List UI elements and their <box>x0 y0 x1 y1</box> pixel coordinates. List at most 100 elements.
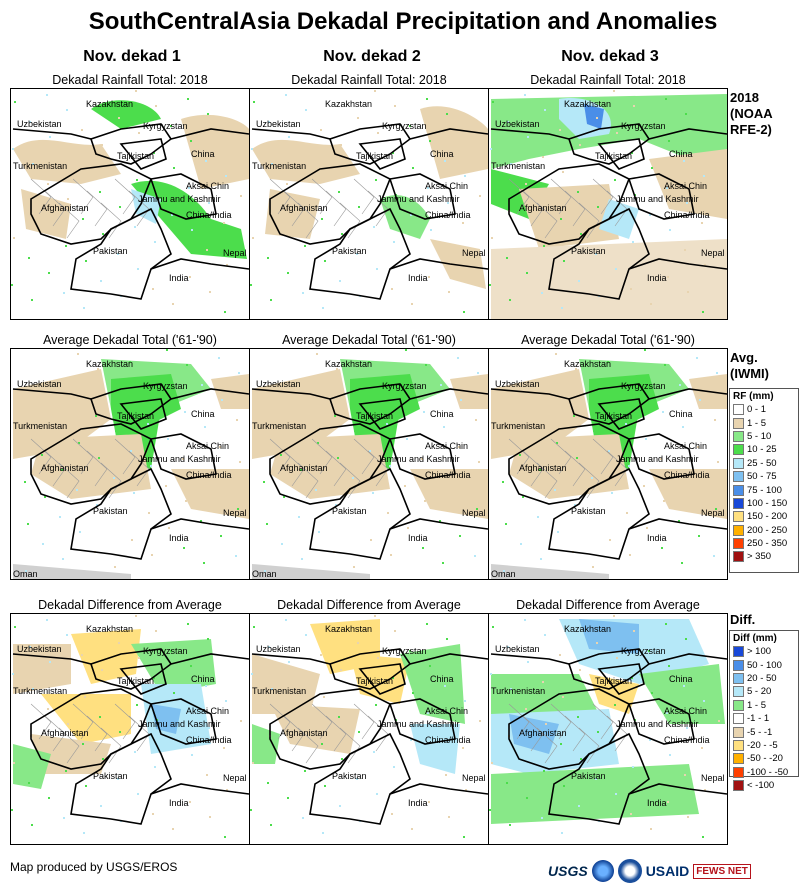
precip-speckle <box>118 117 120 119</box>
precip-speckle <box>491 762 493 764</box>
rainfall-legend-swatch <box>733 497 744 509</box>
precip-speckle <box>680 473 682 475</box>
map-difference-dekad-2: Kazakhstan Uzbekistan Kyrgyzstan Turkmenist… <box>249 613 489 845</box>
precip-speckle <box>99 191 101 193</box>
precip-speckle <box>358 206 360 208</box>
country-boundary <box>149 433 217 480</box>
country-boundary <box>309 207 411 300</box>
difference-legend-label: 5 - 20 <box>747 686 772 698</box>
country-label-afghanistan: Afghanistan <box>41 463 89 473</box>
province-boundary <box>606 450 628 487</box>
precip-speckle <box>429 140 431 142</box>
precip-region <box>13 744 51 789</box>
precip-speckle <box>64 681 66 683</box>
country-boundary <box>119 663 167 695</box>
country-label-india: India <box>169 533 189 543</box>
country-boundary <box>328 648 412 690</box>
precip-speckle <box>133 492 135 494</box>
precip-speckle <box>102 758 104 760</box>
precip-speckle <box>649 739 651 741</box>
country-label-china-india: China/India <box>186 470 232 480</box>
precip-speckle <box>306 198 308 200</box>
precip-speckle <box>117 778 119 780</box>
precip-speckle <box>226 789 228 791</box>
province-boundary <box>128 715 150 752</box>
precip-speckle <box>112 388 114 390</box>
country-boundary <box>548 732 650 825</box>
difference-legend-label: -1 - 1 <box>747 713 770 725</box>
precip-speckle <box>184 411 186 413</box>
precip-speckle <box>645 438 647 440</box>
precip-speckle <box>559 129 561 131</box>
precip-speckle <box>665 623 667 625</box>
precip-speckle <box>702 311 704 313</box>
precip-speckle <box>391 813 393 815</box>
precip-speckle <box>459 535 461 537</box>
country-label-turkmenistan: Turkmenistan <box>13 686 67 696</box>
rainfall-legend-swatch <box>733 404 744 416</box>
precip-speckle <box>445 774 447 776</box>
precip-speckle <box>541 292 543 294</box>
difference-legend-row: -50 - -20 <box>733 752 795 765</box>
province-boundary <box>508 703 530 740</box>
precip-speckle <box>153 677 155 679</box>
country-label-tajikistan: Tajikistan <box>595 151 632 161</box>
precip-speckle <box>239 461 241 463</box>
province-boundary <box>578 727 600 764</box>
precip-speckle <box>376 793 378 795</box>
difference-legend-row: 1 - 5 <box>733 699 795 712</box>
precip-speckle <box>266 523 268 525</box>
precip-speckle <box>372 492 374 494</box>
side-label-rainfall: 2018 (NOAA RFE-2) <box>730 90 773 138</box>
province-boundary <box>522 450 544 487</box>
country-label-nepal: Nepal <box>223 248 247 258</box>
precip-speckle <box>208 727 210 729</box>
precip-speckle <box>506 257 508 259</box>
precip-speckle <box>334 415 336 417</box>
precip-speckle <box>717 461 719 463</box>
precip-speckle <box>699 399 701 401</box>
country-label-india: India <box>647 273 667 283</box>
precip-speckle <box>543 245 545 247</box>
precip-speckle <box>151 554 153 556</box>
country-boundary <box>388 173 456 220</box>
precip-speckle <box>390 554 392 556</box>
precip-speckle <box>95 415 97 417</box>
country-label-nepal: Nepal <box>223 508 247 518</box>
country-label-kyrgyzstan: Kyrgyzstan <box>621 121 666 131</box>
province-boundary <box>297 202 319 239</box>
precip-speckle <box>526 797 528 799</box>
country-label-turkmenistan: Turkmenistan <box>252 686 306 696</box>
difference-legend-swatch <box>733 739 744 751</box>
map-title-rainfall-3: Dekadal Rainfall Total: 2018 <box>530 73 686 87</box>
country-label-turkmenistan: Turkmenistan <box>491 421 545 431</box>
country-label-aksai-chin: Aksai Chin <box>664 181 707 191</box>
precip-speckle <box>150 465 152 467</box>
precip-speckle <box>560 218 562 220</box>
precip-speckle <box>505 523 507 525</box>
precip-speckle <box>679 384 681 386</box>
difference-legend-row: 5 - 20 <box>733 685 795 698</box>
precip-speckle <box>538 380 540 382</box>
country-label-jammu-kashmir: Jammu and Kashmir <box>377 194 460 204</box>
precip-speckle <box>368 361 370 363</box>
province-boundary <box>30 438 52 475</box>
country-label-nepal: Nepal <box>701 248 725 258</box>
precip-speckle <box>118 642 120 644</box>
precip-speckle <box>563 785 565 787</box>
precip-speckle <box>615 793 617 795</box>
precip-speckle <box>190 140 192 142</box>
precip-speckle <box>580 233 582 235</box>
precip-speckle <box>322 832 324 834</box>
precip-speckle <box>611 492 613 494</box>
precip-speckle <box>424 500 426 502</box>
precip-speckle <box>61 469 63 471</box>
country-boundary <box>251 653 488 665</box>
country-label-kazakhstan: Kazakhstan <box>86 99 133 109</box>
precip-speckle <box>632 241 634 243</box>
precip-speckle <box>425 364 427 366</box>
province-boundary <box>44 715 66 752</box>
precip-speckle <box>561 832 563 834</box>
rainfall-legend-row: 10 - 25 <box>733 443 795 456</box>
precip-speckle <box>489 809 491 811</box>
